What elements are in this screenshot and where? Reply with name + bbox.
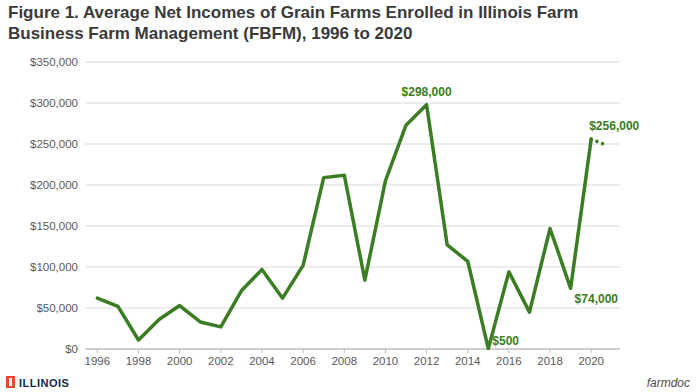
- brand: farmdoc: [647, 376, 690, 390]
- x-tick-label: 2010: [373, 355, 399, 367]
- chart: $0 $50,000 $100,000 $150,000 $200,000 $250,00…: [0, 0, 697, 392]
- x-tick: [508, 349, 509, 353]
- annotation: $298,000: [402, 85, 452, 99]
- x-tick: [179, 349, 180, 353]
- y-tick-label: $50,000: [36, 302, 78, 314]
- y-tick-label: $150,000: [30, 220, 78, 232]
- grid-line: [85, 144, 620, 145]
- annotation: $74,000: [575, 292, 619, 306]
- x-tick: [385, 349, 386, 353]
- y-tick-label: $200,000: [30, 179, 78, 191]
- x-tick-label: 2006: [290, 355, 316, 367]
- x-tick-label: 1996: [85, 355, 111, 367]
- x-tick-label: 2000: [167, 355, 193, 367]
- x-tick: [591, 349, 592, 353]
- grid-line: [85, 349, 620, 350]
- x-tick: [467, 349, 468, 353]
- x-tick-label: 2016: [496, 355, 522, 367]
- x-tick-label: 2012: [414, 355, 440, 367]
- page: {"chart_data": { "type": "line", "title"…: [0, 0, 697, 392]
- x-tick: [550, 349, 551, 353]
- x-tick: [426, 349, 427, 353]
- x-tick-label: 2008: [331, 355, 357, 367]
- x-tick-label: 1998: [126, 355, 152, 367]
- x-tick: [220, 349, 221, 353]
- annotation: $500: [492, 334, 519, 348]
- y-tick-label: $300,000: [30, 97, 78, 109]
- x-tick-label: 2004: [249, 355, 275, 367]
- logo-text: ILLINOIS: [19, 377, 69, 389]
- y-tick-label: $350,000: [30, 56, 78, 68]
- title: Figure 1. Average Net Incomes of Grain F…: [8, 2, 608, 44]
- y-tick-label: $100,000: [30, 261, 78, 273]
- y-tick-label: $0: [65, 343, 78, 355]
- x-axis-line: [85, 349, 620, 350]
- x-tick-label: 2014: [455, 355, 481, 367]
- y-tick-label: $250,000: [30, 138, 78, 150]
- x-tick-label: 2002: [208, 355, 234, 367]
- series-line: [97, 105, 591, 349]
- x-tick-label: 2018: [537, 355, 563, 367]
- logo: ILLINOIS: [6, 376, 69, 389]
- grid-line: [85, 62, 620, 63]
- plot-area: [97, 105, 605, 349]
- grid-line: [85, 103, 620, 104]
- x-tick: [344, 349, 345, 353]
- annotation: $256,000: [589, 119, 639, 133]
- grid-line: [85, 185, 620, 186]
- logo-i: [9, 378, 12, 386]
- grid-line: [85, 308, 620, 309]
- series-line: [591, 139, 605, 145]
- x-tick: [261, 349, 262, 353]
- logo-block: [6, 376, 15, 388]
- x-tick: [303, 349, 304, 353]
- x-tick: [97, 349, 98, 353]
- x-tick-label: 2020: [578, 355, 604, 367]
- x-tick: [138, 349, 139, 353]
